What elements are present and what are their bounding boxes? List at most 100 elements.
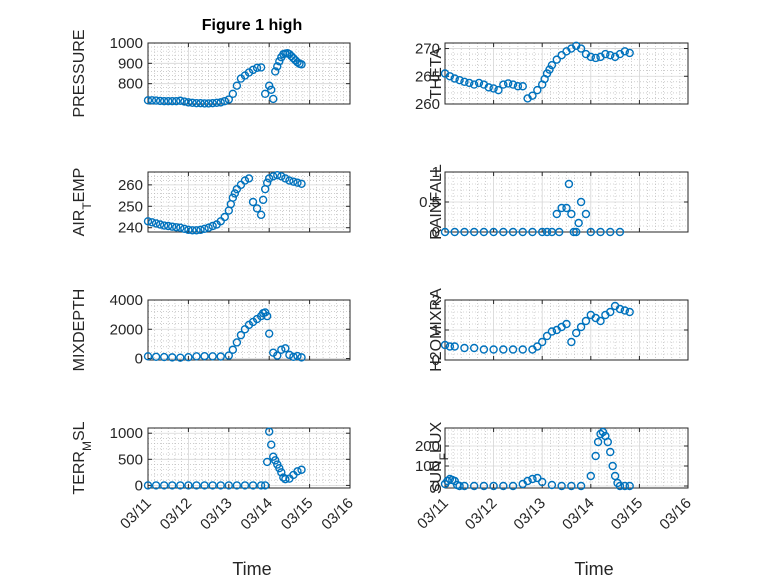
y-tick-label: 1000 (110, 425, 143, 442)
data-point (208, 352, 217, 361)
data-point (176, 353, 185, 362)
data-point (293, 467, 302, 476)
data-point (591, 451, 600, 461)
data-point (269, 94, 278, 104)
data-point (508, 481, 518, 491)
data-point (564, 179, 574, 189)
data-point (273, 62, 282, 71)
data-point (224, 481, 234, 490)
data-point (513, 82, 523, 91)
data-point (188, 98, 197, 107)
data-point (479, 481, 489, 491)
data-point (275, 57, 284, 66)
data-point (489, 345, 498, 354)
data-point (267, 85, 276, 94)
data-point (518, 345, 527, 354)
data-point (297, 353, 306, 362)
data-point (159, 221, 169, 230)
data-point (562, 203, 571, 213)
data-point (232, 481, 242, 490)
data-point (576, 44, 586, 53)
data-point (277, 172, 286, 181)
data-point (192, 226, 201, 235)
data-point (200, 224, 209, 233)
y-tick-label: 0 (432, 478, 440, 495)
data-point (143, 96, 153, 105)
y-tick-label: 0 (432, 352, 440, 369)
subplot-1: 800 900 1000 PRESSURE (71, 29, 351, 118)
data-point (151, 219, 161, 228)
data-point (479, 345, 489, 354)
data-point (271, 456, 280, 465)
data-point (538, 227, 547, 237)
data-point (465, 78, 474, 88)
data-point (147, 218, 157, 227)
data-point (236, 330, 246, 340)
data-point (277, 468, 286, 477)
data-point (293, 178, 302, 187)
data-point (484, 83, 493, 92)
y-tick-label: 500 (118, 451, 143, 468)
data-point (192, 98, 201, 108)
x-tick-label: 03/12 (462, 495, 501, 534)
data-point (143, 481, 153, 490)
data-point (593, 437, 603, 447)
data-point (265, 427, 274, 436)
axes-box (147, 427, 351, 489)
data-point (260, 89, 270, 99)
y-axis-label: MIXDEPTH (71, 289, 88, 372)
data-point (533, 473, 542, 483)
y-axis-label: TERRMSL (71, 421, 94, 494)
data-point (494, 85, 503, 95)
data-point (615, 481, 625, 491)
data-point (271, 67, 280, 76)
data-point (450, 74, 459, 83)
data-point (168, 481, 177, 490)
data-point (273, 351, 282, 360)
data-point (581, 316, 591, 326)
data-point (265, 174, 274, 183)
data-point (204, 223, 213, 232)
y-tick-label: 900 (118, 55, 143, 72)
data-point (273, 171, 282, 180)
data-point (499, 345, 508, 354)
data-point (204, 99, 213, 108)
data-point (499, 227, 508, 237)
data-point (586, 471, 595, 481)
data-point (262, 178, 272, 187)
data-point (244, 174, 254, 183)
data-point (586, 227, 595, 237)
data-point (176, 96, 185, 105)
data-point (256, 210, 266, 220)
data-point (533, 342, 542, 351)
data-point (151, 481, 161, 490)
data-point (552, 55, 561, 64)
data-point (285, 350, 294, 360)
x-tick-label: 03/11 (117, 495, 155, 533)
x-tick-label: 03/13 (510, 495, 549, 534)
data-point (576, 197, 586, 207)
data-point (615, 227, 625, 237)
data-point (489, 227, 498, 237)
y-axis-label: AIRTEMP (71, 168, 94, 237)
data-point (281, 474, 290, 484)
data-point (172, 223, 181, 232)
data-point (258, 195, 268, 205)
y-tick-label: 2000 (110, 321, 143, 338)
data-point (212, 98, 221, 107)
data-point (489, 84, 498, 93)
data-point (469, 481, 479, 491)
subplot-5: 0 2000 4000 MIXDEPTH (71, 289, 351, 372)
x-tick-label: 03/16 (656, 495, 695, 534)
data-point (269, 172, 278, 181)
y-axis-label: H2OMIXRA (428, 288, 445, 372)
data-point (625, 307, 634, 317)
data-point (143, 352, 153, 361)
data-point (606, 307, 615, 317)
data-point (267, 440, 276, 449)
data-point (572, 227, 581, 237)
data-point (240, 481, 250, 490)
data-point (557, 203, 566, 213)
data-point (289, 177, 298, 186)
